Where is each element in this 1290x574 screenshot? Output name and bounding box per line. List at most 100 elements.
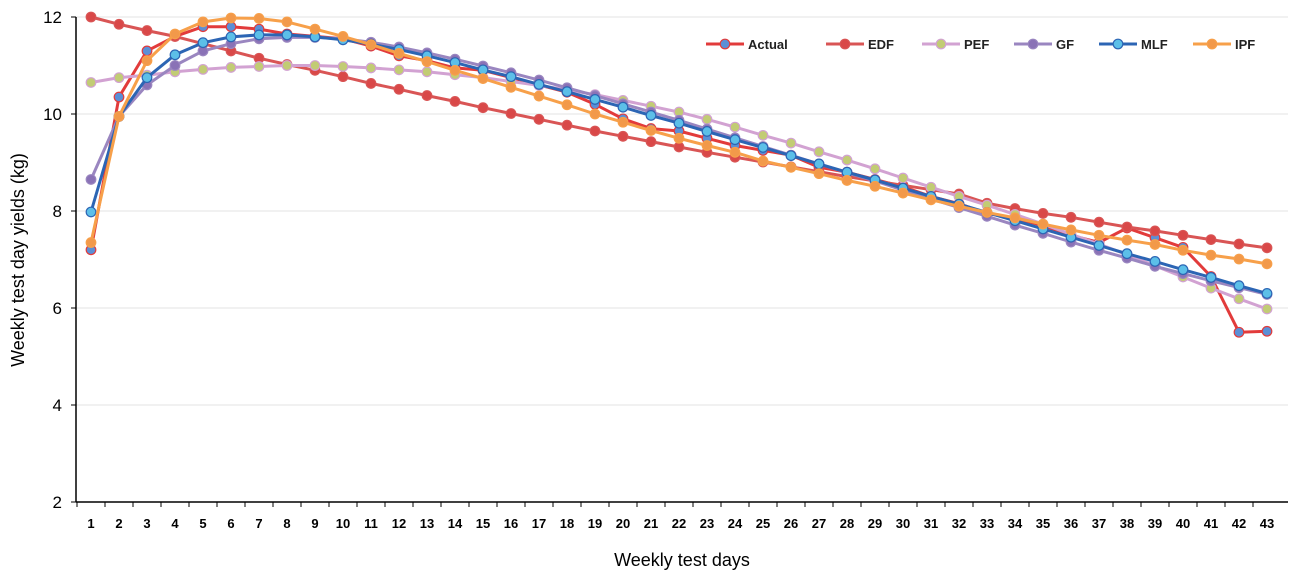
data-point-mlf: [729, 134, 741, 146]
data-point-edf: [1233, 238, 1245, 250]
data-point-pef: [897, 172, 909, 184]
data-point-ipf: [925, 194, 937, 206]
legend-item-actual: Actual: [706, 37, 788, 52]
x-tick-label: 9: [311, 516, 318, 531]
x-tick-label: 37: [1092, 516, 1106, 531]
data-point-ipf: [1065, 224, 1077, 236]
data-point-mlf: [1121, 248, 1133, 260]
legend-label: PEF: [964, 37, 989, 52]
x-tick-label: 39: [1148, 516, 1162, 531]
data-point-pef: [757, 129, 769, 141]
data-point-pef: [365, 62, 377, 74]
legend-item-ipf: IPF: [1193, 37, 1255, 52]
x-tick-label: 10: [336, 516, 350, 531]
series-actual: [85, 21, 1273, 338]
data-point-mlf: [813, 158, 825, 170]
data-point-ipf: [729, 146, 741, 158]
x-tick-label: 18: [560, 516, 574, 531]
legend-label: GF: [1056, 37, 1074, 52]
data-point-mlf: [673, 117, 685, 129]
x-tick-label: 20: [616, 516, 630, 531]
legend-marker: [839, 38, 851, 50]
data-point-ipf: [617, 116, 629, 128]
series-pef: [85, 60, 1273, 315]
data-point-ipf: [673, 132, 685, 144]
data-point-ipf: [141, 55, 153, 67]
x-tick-label: 36: [1064, 516, 1078, 531]
data-point-edf: [1037, 208, 1049, 219]
x-tick-label: 16: [504, 516, 518, 531]
data-point-pef: [925, 181, 937, 193]
data-point-pef: [85, 77, 97, 88]
legend: Actual EDF PEF GF MLF IPF: [706, 37, 1255, 52]
x-tick-label: 6: [227, 516, 234, 531]
legend-marker: [1027, 38, 1039, 50]
legend-item-gf: GF: [1014, 37, 1074, 52]
data-point-ipf: [169, 28, 181, 40]
data-point-mlf: [589, 94, 601, 105]
x-tick-label: 7: [255, 516, 262, 531]
x-tick-label: 43: [1260, 516, 1274, 531]
x-tick-label: 2: [115, 516, 122, 531]
x-tick-label: 19: [588, 516, 602, 531]
series-ipf: [85, 12, 1273, 270]
x-tick-label: 5: [199, 516, 206, 531]
data-point-ipf: [309, 23, 321, 35]
x-tick-label: 31: [924, 516, 938, 531]
data-point-ipf: [869, 180, 881, 192]
series-line-gf: [89, 35, 1268, 296]
data-point-pef: [113, 72, 125, 84]
data-point-ipf: [197, 16, 209, 28]
x-tick-label: 14: [448, 516, 463, 531]
data-point-mlf: [1205, 272, 1217, 283]
data-point-pef: [225, 62, 237, 73]
data-point-pef: [337, 61, 349, 72]
data-point-mlf: [197, 37, 209, 49]
x-tick-label: 24: [728, 516, 743, 531]
data-point-ipf: [953, 200, 965, 212]
data-point-actual: [1233, 326, 1245, 338]
x-tick-label: 42: [1232, 516, 1246, 531]
x-tick-label: 27: [812, 516, 826, 531]
data-point-ipf: [225, 12, 237, 24]
x-ticks: 1 2 3 4 5 6 7 8 9 10 11 12 13 14 15 16 17 18 19 20 21 22 23 24 2…: [76, 502, 1274, 531]
x-tick-label: 3: [143, 516, 150, 531]
data-point-ipf: [1261, 258, 1273, 270]
data-point-ipf: [337, 31, 349, 42]
data-point-edf: [617, 130, 629, 142]
data-point-edf: [645, 136, 657, 148]
y-ticks: 2 4 6 8 10 12: [43, 8, 76, 512]
data-point-pef: [785, 137, 797, 149]
data-point-ipf: [393, 47, 405, 59]
y-axis-title: Weekly test day yields (kg): [8, 153, 28, 367]
data-point-mlf: [225, 31, 237, 43]
data-point-edf: [85, 11, 97, 23]
data-point-mlf: [141, 72, 153, 84]
data-point-edf: [1093, 216, 1105, 228]
series-line-actual: [89, 25, 1268, 334]
data-point-ipf: [1149, 239, 1161, 250]
data-point-pef: [701, 113, 713, 125]
y-tick-label: 4: [53, 396, 62, 415]
data-point-pef: [729, 121, 741, 133]
data-point-edf: [365, 78, 377, 89]
data-point-ipf: [505, 81, 517, 93]
data-point-mlf: [169, 49, 181, 61]
x-tick-label: 21: [644, 516, 658, 531]
legend-label: EDF: [868, 37, 894, 52]
data-point-ipf: [841, 175, 853, 186]
data-point-ipf: [449, 64, 461, 76]
data-point-ipf: [1205, 249, 1217, 261]
y-tick-label: 10: [43, 105, 62, 124]
x-tick-label: 13: [420, 516, 434, 531]
data-point-ipf: [281, 16, 293, 28]
data-point-ipf: [85, 237, 97, 248]
data-point-mlf: [281, 29, 293, 41]
data-point-edf: [421, 90, 433, 101]
x-tick-label: 15: [476, 516, 490, 531]
data-point-edf: [589, 125, 601, 137]
data-point-mlf: [701, 126, 713, 137]
data-point-ipf: [533, 90, 545, 102]
data-point-actual: [113, 91, 125, 103]
